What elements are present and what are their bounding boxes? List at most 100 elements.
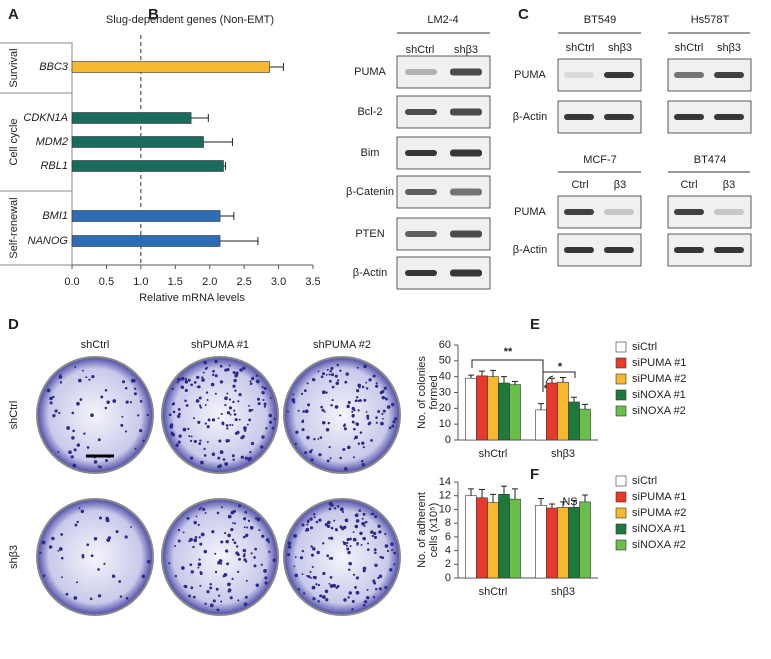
x-tick-label: 1.0 [133,276,148,288]
colony [302,410,305,413]
colony [306,435,310,440]
colony [236,570,240,574]
colony [361,441,365,445]
bar [557,507,569,579]
colony [355,576,359,580]
colony [306,574,309,577]
colony [233,509,236,512]
colony [356,389,360,393]
colony [320,375,324,379]
colony [324,589,329,594]
colony [391,424,395,428]
colony [354,513,359,518]
error-bar [220,212,235,220]
colony [357,409,360,412]
colony [214,570,218,574]
lane-label: Ctrl [680,179,697,191]
colony [225,424,229,427]
colony [359,431,363,434]
colony [76,520,79,524]
colony [321,390,326,395]
colony [169,424,174,429]
colony [242,554,246,558]
colony [357,442,361,445]
colony [204,602,207,606]
colony [76,581,79,584]
colony [286,553,291,557]
colony [234,418,238,422]
colony [206,425,210,429]
dish [161,498,279,616]
colony [361,385,365,389]
colony [261,391,265,395]
colony [331,373,335,377]
colony [177,378,181,382]
category-label: MDM2 [36,136,68,148]
legend-label: siPUMA #1 [632,357,686,369]
colony [367,542,370,545]
colony [370,513,373,516]
group-frame [0,42,73,266]
group-label: Survival [8,48,20,87]
colony [345,544,348,547]
colony [115,530,119,534]
colony [231,454,235,458]
colony [375,421,378,424]
colony [248,404,250,407]
colony [381,556,385,560]
x-axis-label: Relative mRNA levels [139,292,245,304]
category-label: BBC3 [39,61,69,73]
colony [124,386,128,390]
colony [188,435,191,438]
colony [352,573,356,576]
colony [363,364,367,369]
error-bar [501,485,507,495]
colony [220,562,223,565]
colony [146,413,149,417]
colony [187,378,191,382]
colony [244,595,248,599]
colony [345,372,349,376]
colony [356,541,359,545]
band [564,247,594,253]
error-bar [560,501,566,508]
colony [182,531,185,534]
colony [374,515,378,519]
bar [557,381,569,441]
colony [346,547,350,551]
colony [90,413,94,418]
colony [310,458,314,462]
column-label: shPUMA #2 [313,339,371,351]
colony [378,574,383,579]
colony [104,389,108,392]
colony [200,532,205,537]
colony [330,366,334,371]
colony [197,523,200,527]
colony [214,392,217,395]
colony [202,371,205,374]
colony [272,558,277,563]
colony [49,401,53,405]
error-bar [582,403,588,410]
x-tick-label: 2.5 [236,276,251,288]
colony [297,409,300,412]
column-label: shCtrl [81,339,110,351]
colony [214,359,218,364]
colony [339,369,342,372]
colony [52,395,55,399]
colony [204,512,207,514]
category-label: CDKN1A [23,112,68,124]
colony [137,414,140,417]
colony [361,517,364,520]
colony [347,550,351,555]
colony [223,573,228,577]
colony [146,559,151,564]
colony [332,583,336,588]
colony [362,446,365,449]
colony [221,421,225,425]
colony [322,421,326,425]
colony [342,447,346,452]
colony [141,574,146,579]
colony [312,513,316,516]
colony [352,531,355,534]
